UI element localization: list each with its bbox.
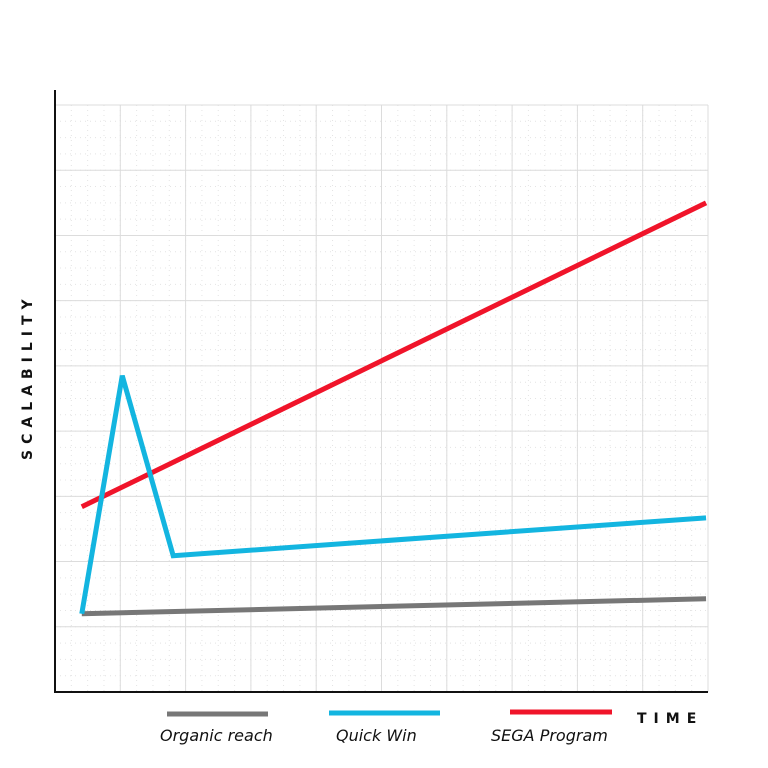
series-lines <box>79 200 708 617</box>
series-line-quick-win <box>79 374 707 615</box>
legend-label: Organic reach <box>160 726 273 745</box>
series-line-organic-reach <box>81 596 707 617</box>
series-line-sega-program <box>80 200 708 510</box>
legend: Organic reach Quick Win SEGA Program <box>160 709 612 745</box>
y-axis-label: SCALABILITY <box>20 293 36 460</box>
grid <box>54 104 709 693</box>
x-axis-label: TIME <box>637 711 703 727</box>
legend-label: Quick Win <box>336 726 417 745</box>
legend-label: SEGA Program <box>491 726 608 745</box>
